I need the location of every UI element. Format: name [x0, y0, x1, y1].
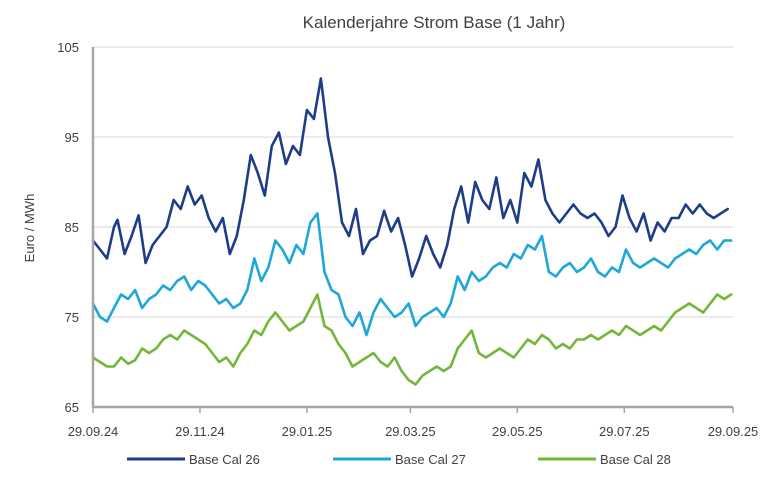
- axes: 65 75 85 95 105 29.09.24 29.11.24 29.01.25 29.03…: [57, 40, 758, 439]
- x-tick-label: 29.05.25: [492, 424, 543, 439]
- series-line-1: [91, 77, 729, 278]
- y-tick-label: 95: [65, 130, 79, 145]
- legend-label-3: Base Cal 28: [600, 452, 671, 467]
- y-tick-label: 75: [65, 310, 79, 325]
- x-tick-label: 29.11.24: [175, 424, 225, 439]
- x-tick-label: 29.09.25: [708, 424, 759, 439]
- series-line-2: [91, 212, 733, 337]
- x-tick-label: 29.07.25: [599, 424, 650, 439]
- legend-label-1: Base Cal 26: [189, 452, 260, 467]
- y-axis-label: Euro / MWh: [22, 194, 37, 263]
- x-tick-label: 29.01.25: [282, 424, 333, 439]
- y-tick-label: 105: [57, 40, 79, 55]
- y-tick-label: 65: [65, 400, 79, 415]
- x-tick-label: 29.09.24: [68, 424, 119, 439]
- series-lines: [91, 77, 733, 386]
- chart-title: Kalenderjahre Strom Base (1 Jahr): [303, 13, 566, 32]
- y-tick-label: 85: [65, 220, 79, 235]
- x-tick-label: 29.03.25: [385, 424, 436, 439]
- legend-label-2: Base Cal 27: [395, 452, 466, 467]
- legend: Base Cal 26 Base Cal 27 Base Cal 28: [127, 452, 671, 467]
- series-line-3: [91, 293, 733, 386]
